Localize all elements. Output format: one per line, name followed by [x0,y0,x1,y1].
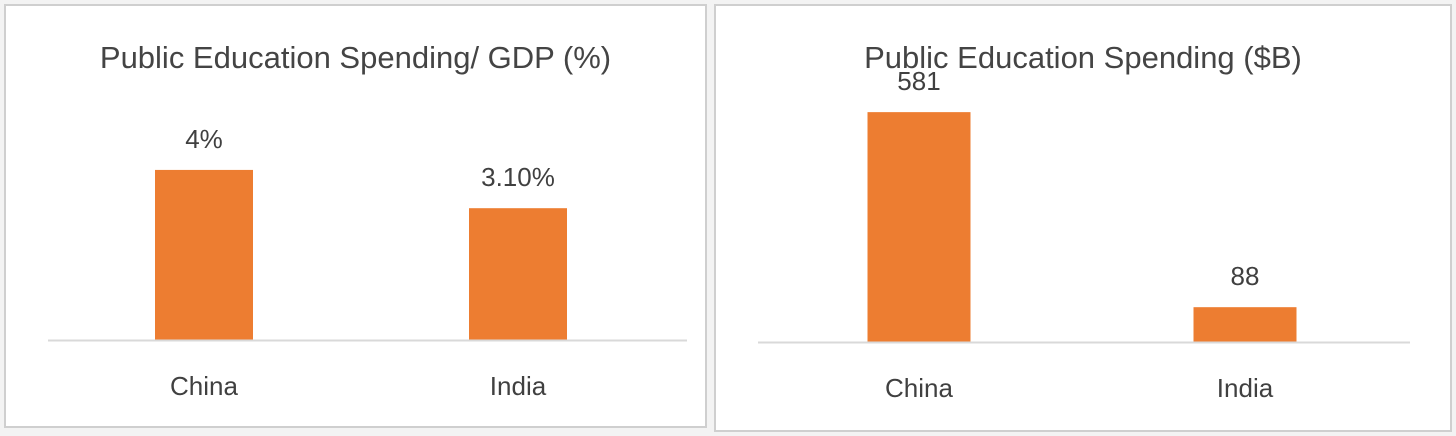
bar-china [155,169,253,340]
bar-india [469,208,567,340]
data-label-china: 581 [897,66,940,96]
bar-india [1193,307,1297,342]
data-label-india: 3.10% [481,162,555,192]
bar-chart-spending-billions: 581 China 88 India [758,66,1410,403]
tick-label-china: China [170,371,238,401]
data-label-india: 88 [1231,261,1260,291]
chart-panel-spending-billions: Public Education Spending ($B) 581 China 8… [714,4,1452,432]
bar-chart-gdp-share: 4% China 3.10% India [48,124,687,401]
tick-label-china: China [885,373,953,403]
tick-label-india: India [490,371,547,401]
chart-title: Public Education Spending/ GDP (%) [99,40,612,75]
chart-panel-gdp-share: Public Education Spending/ GDP (%) 4% Chi… [4,4,707,428]
data-label-china: 4% [185,124,223,154]
bar-china [867,112,971,342]
chart-title: Public Education Spending ($B) [864,40,1302,75]
tick-label-india: India [1217,373,1274,403]
